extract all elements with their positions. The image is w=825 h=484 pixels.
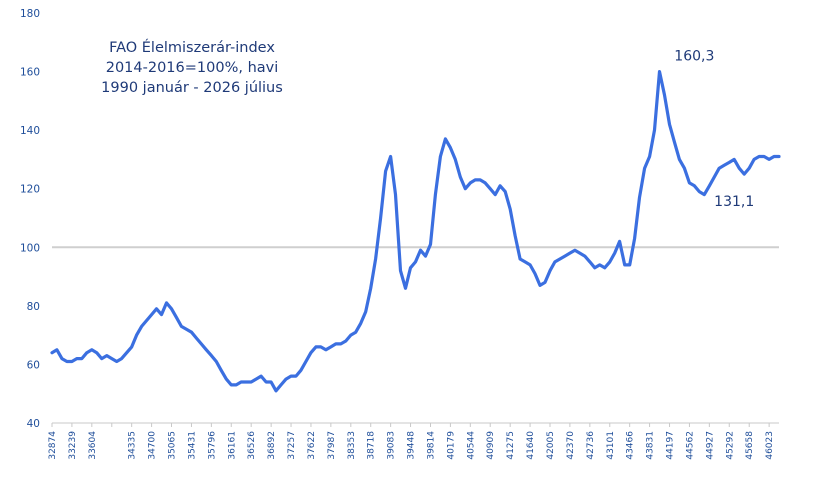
x-tick-label: 32874	[48, 431, 58, 460]
y-tick-label: 160	[20, 67, 40, 79]
y-axis: 40 60 80 100 120 140 160 180	[20, 8, 40, 430]
title-line-2: 2014-2016=100%, havi	[106, 60, 279, 76]
x-tick-label: 39814	[426, 431, 436, 460]
x-axis: 32874 33239 33604 34335 34700 35065 35431 35796…	[48, 422, 779, 460]
x-tick-label: 43101	[606, 431, 616, 460]
series-layer	[50, 70, 781, 393]
x-tick-label: 33604	[88, 431, 98, 460]
x-tick-label: 44197	[666, 431, 676, 460]
y-tick-label: 180	[20, 8, 40, 20]
x-tick-label: 38718	[367, 431, 377, 460]
x-tick-label: 38353	[347, 431, 357, 460]
x-tick-label: 42005	[546, 431, 556, 460]
chart-title: FAO Élelmiszerár-index 2014-2016=100%, ha…	[101, 39, 283, 96]
x-tick-label: 35796	[207, 431, 217, 460]
y-tick-label: 140	[20, 125, 40, 137]
title-line-1: FAO Élelmiszerár-index	[109, 39, 275, 56]
x-tick-label: 40909	[486, 431, 496, 460]
title-line-3: 1990 január - 2026 július	[101, 80, 283, 96]
x-tick-label: 39448	[407, 431, 417, 460]
x-tick-label: 44562	[685, 431, 695, 460]
x-tick-label: 37622	[307, 431, 317, 460]
x-tick-label: 41275	[506, 431, 516, 460]
x-tick-label: 42370	[566, 431, 576, 460]
series-line	[50, 70, 781, 393]
x-tick-label: 43466	[626, 431, 636, 460]
x-tick-label: 43831	[646, 431, 656, 460]
x-tick-label: 41640	[526, 431, 536, 460]
x-tick-label: 46023	[765, 431, 775, 460]
annotation-label: 160,3	[674, 49, 714, 65]
y-tick-label: 80	[27, 301, 40, 313]
x-tick-label: 40544	[466, 431, 476, 460]
y-tick-label: 60	[27, 359, 40, 371]
x-tick-label: 35065	[167, 431, 177, 460]
y-tick-label: 100	[20, 242, 40, 254]
x-tick-label: 37257	[287, 431, 297, 460]
y-tick-label: 40	[27, 418, 40, 430]
x-tick-label: 34700	[148, 431, 158, 460]
x-tick-label: 36161	[227, 431, 237, 460]
annotations: 160,3 131,1	[674, 49, 754, 210]
x-tick-label: 35431	[187, 431, 197, 460]
annotation-label: 131,1	[714, 194, 754, 210]
x-tick-label: 44927	[705, 431, 715, 460]
x-tick-label: 33239	[68, 431, 78, 460]
x-tick-label: 45658	[745, 431, 755, 460]
y-tick-label: 120	[20, 184, 40, 196]
x-tick-label: 40179	[446, 431, 456, 460]
x-tick-label: 36892	[267, 431, 277, 460]
x-tick-label: 36526	[247, 431, 257, 460]
x-tick-label: 34335	[128, 431, 138, 460]
x-tick-label: 42736	[586, 431, 596, 460]
x-tick-label: 37987	[327, 431, 337, 460]
x-tick-label: 39083	[387, 431, 397, 460]
x-tick-label: 45292	[725, 431, 735, 460]
